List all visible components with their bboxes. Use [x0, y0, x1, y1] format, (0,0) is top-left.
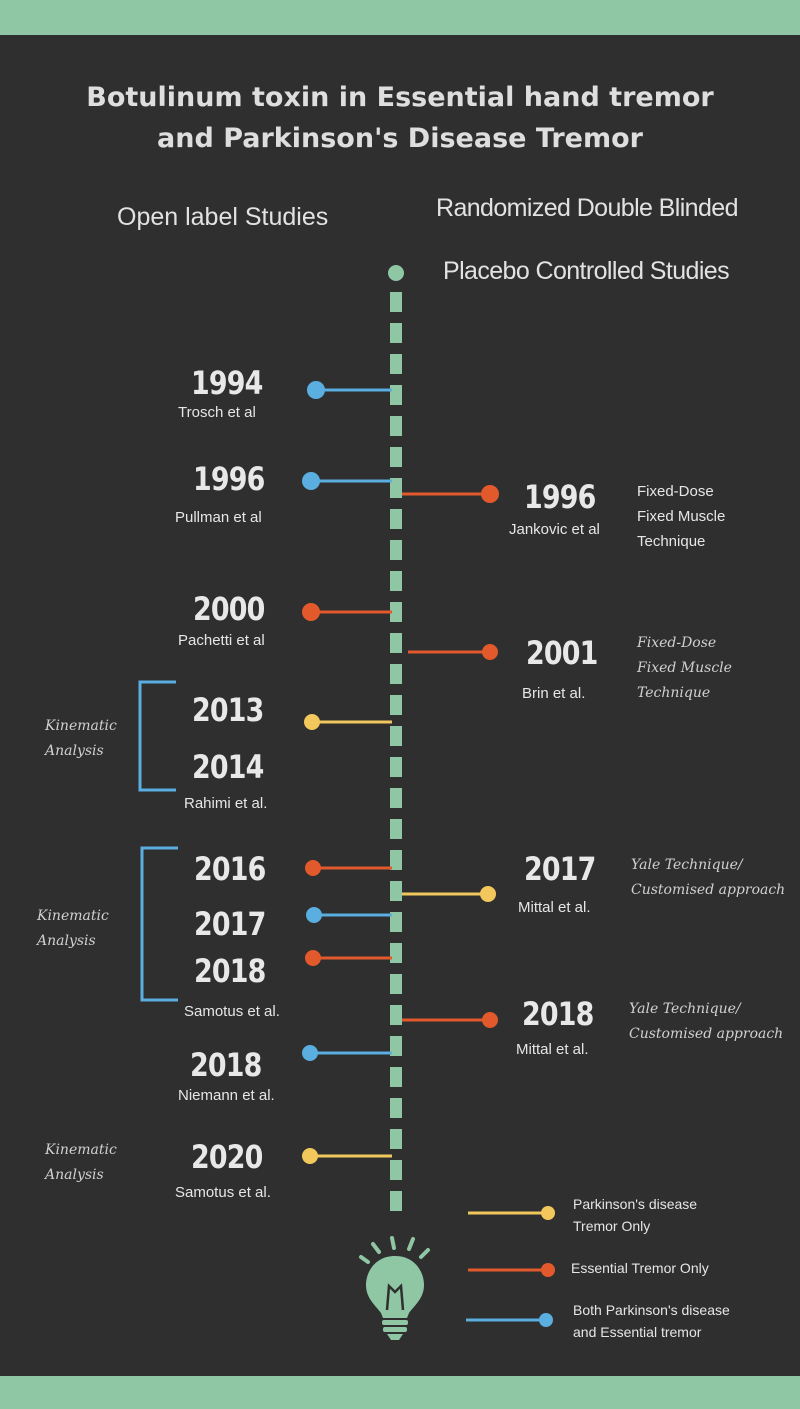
legend-essential-label: Essential Tremor Only: [571, 1260, 709, 1276]
left-connector-2013: [304, 714, 392, 730]
left-author-2018a: Samotus et al.: [184, 1003, 280, 1020]
legend-essential-line: [468, 1263, 555, 1277]
left-connector-2016: [305, 860, 392, 876]
title-line-2: and Parkinson's Disease Tremor: [157, 123, 643, 154]
left-year-2018a: 2018: [194, 952, 266, 990]
right-year-2001: 2001: [526, 634, 598, 672]
left-author-1994: Trosch et al: [178, 404, 256, 421]
left-author-2020: Samotus et al.: [175, 1184, 271, 1201]
left-connector-2000: [302, 603, 392, 621]
top-band: [0, 0, 800, 35]
left-connector-1994: [307, 381, 392, 399]
legend-parkinsons-label: Parkinson's disease Tremor Only: [573, 1196, 698, 1234]
legend-both-line: [466, 1313, 553, 1327]
left-year-2016: 2016: [194, 850, 266, 888]
right-year-2017: 2017: [524, 850, 596, 888]
right-connector-2017: [402, 886, 496, 902]
right-connector-2001: [408, 644, 498, 660]
left-year-2013: 2013: [192, 691, 264, 729]
right-year-2018: 2018: [522, 995, 594, 1033]
left-year-2000: 2000: [193, 590, 265, 628]
bracket-2013-2014: [138, 680, 176, 792]
right-connector-2018: [402, 1012, 498, 1028]
right-note-1996: Fixed-Dose Fixed Muscle Technique: [637, 483, 726, 550]
left-year-2018b: 2018: [190, 1046, 262, 1084]
left-year-2020: 2020: [191, 1138, 263, 1176]
left-connector-2020: [302, 1148, 392, 1164]
lightbulb-icon: [359, 1236, 430, 1340]
left-connector-1996: [302, 472, 392, 490]
right-note-2017: Yale Technique/ Customised approach: [631, 857, 786, 898]
left-year-2017: 2017: [194, 905, 266, 943]
left-year-1996: 1996: [193, 460, 265, 498]
right-connector-1996: [402, 485, 499, 503]
left-connector-2018b: [302, 1045, 392, 1061]
bottom-band: [0, 1376, 800, 1409]
left-author-2014: Rahimi et al.: [184, 795, 268, 812]
header-rct-line-1: Randomized Double Blinded: [436, 194, 738, 222]
header-open-label: Open label Studies: [117, 203, 329, 231]
right-note-2001: Fixed-Dose Fixed Muscle Technique: [637, 635, 732, 701]
left-author-1996: Pullman et al: [175, 509, 262, 526]
title-line-1: Botulinum toxin in Essential hand tremor: [86, 82, 714, 113]
left-author-2018b: Niemann et al.: [178, 1087, 275, 1104]
left-connector-2018a: [305, 950, 392, 966]
left-year-2014: 2014: [192, 748, 264, 786]
annotation-kinematic-2: Kinematic Analysis: [37, 908, 109, 949]
timeline-start-dot: [388, 265, 404, 281]
right-author-2001: Brin et al.: [522, 685, 586, 702]
left-year-1994: 1994: [191, 364, 263, 402]
header-rct-line-2: Placebo Controlled Studies: [443, 257, 730, 285]
legend-both-label: Both Parkinson's disease and Essential t…: [573, 1302, 730, 1340]
right-author-1996: Jankovic et al: [509, 521, 600, 538]
right-note-2018: Yale Technique/ Customised approach: [629, 1001, 784, 1042]
right-author-2017: Mittal et al.: [518, 899, 591, 916]
right-year-1996: 1996: [524, 478, 596, 516]
left-author-2000: Pachetti et al: [178, 632, 265, 649]
annotation-kinematic-3: Kinematic Analysis: [45, 1142, 117, 1183]
legend-parkinsons-line: [468, 1206, 555, 1220]
right-author-2018: Mittal et al.: [516, 1041, 589, 1058]
left-connector-2017: [306, 907, 392, 923]
annotation-kinematic-1: Kinematic Analysis: [45, 718, 117, 759]
bracket-2016-2018: [140, 846, 178, 1002]
